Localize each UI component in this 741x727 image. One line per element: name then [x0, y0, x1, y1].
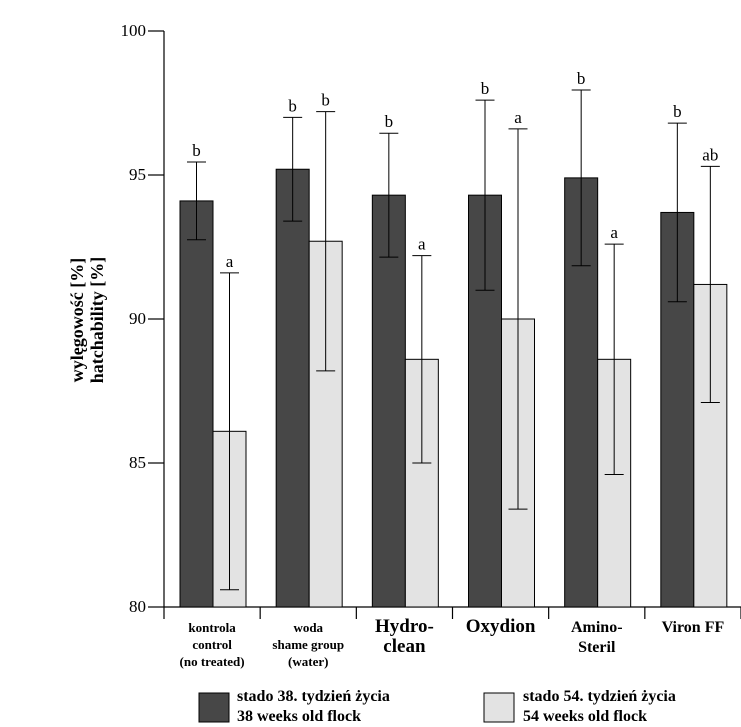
- category-label: clean: [383, 636, 426, 657]
- significance-label: b: [321, 91, 330, 110]
- legend-swatch-38-weeks: [198, 692, 230, 723]
- category-label: Oxydion: [466, 616, 536, 637]
- category-label: kontrola: [188, 620, 236, 635]
- significance-label: a: [514, 108, 522, 127]
- significance-label: a: [610, 223, 618, 242]
- category-label: Amino-: [571, 619, 623, 636]
- y-tick-label: 95: [129, 165, 146, 184]
- legend-swatch-54-weeks: [483, 692, 515, 723]
- significance-label: b: [192, 141, 201, 160]
- axes: 80 85 90 95 100: [121, 21, 741, 619]
- category-label: shame group: [272, 637, 344, 652]
- y-axis-label-line-2: hatchability [%]: [87, 257, 107, 384]
- bar-series-1-cat-1: [179, 200, 214, 608]
- y-tick-label: 80: [129, 597, 146, 616]
- significance-label: ab: [702, 145, 718, 164]
- category-label: control: [192, 637, 232, 652]
- y-tick-label: 90: [129, 309, 146, 328]
- error-bars: [187, 89, 720, 591]
- legend-label-54-line-1: stado 54. tydzień życia: [523, 688, 676, 705]
- category-label: Viron FF: [662, 619, 725, 636]
- legend-label-54-line-2: 54 weeks old flock: [523, 708, 647, 725]
- bar-series-1-cat-2: [275, 168, 310, 608]
- legend-label-38-line-2: 38 weeks old flock: [237, 708, 361, 725]
- category-labels: kontrola control (no treated) woda shame gro…: [180, 616, 725, 669]
- bars: [179, 168, 728, 608]
- y-tick-label: 100: [121, 21, 147, 40]
- y-tick-label: 85: [129, 453, 146, 472]
- category-label: (no treated): [180, 654, 245, 669]
- category-label: (water): [288, 654, 328, 669]
- category-label: Hydro-: [375, 616, 434, 637]
- significance-label: a: [418, 235, 426, 254]
- significance-label: a: [226, 252, 234, 271]
- significance-label: b: [385, 112, 394, 131]
- category-label: Steril: [578, 639, 616, 656]
- bar-series-1-cat-3: [371, 194, 406, 608]
- legend-label-38-line-1: stado 38. tydzień życia: [237, 688, 390, 705]
- legend: stado 38. tydzień życia 38 weeks old flo…: [198, 688, 676, 725]
- category-label: woda: [293, 620, 323, 635]
- significance-label: b: [481, 79, 490, 98]
- significance-label: b: [288, 96, 297, 115]
- significance-label: b: [673, 102, 682, 121]
- y-axis-label: wylęgowość [%] hatchability [%]: [67, 257, 107, 384]
- significance-label: b: [577, 69, 586, 88]
- y-axis-label-line-1: wylęgowość [%]: [67, 258, 87, 382]
